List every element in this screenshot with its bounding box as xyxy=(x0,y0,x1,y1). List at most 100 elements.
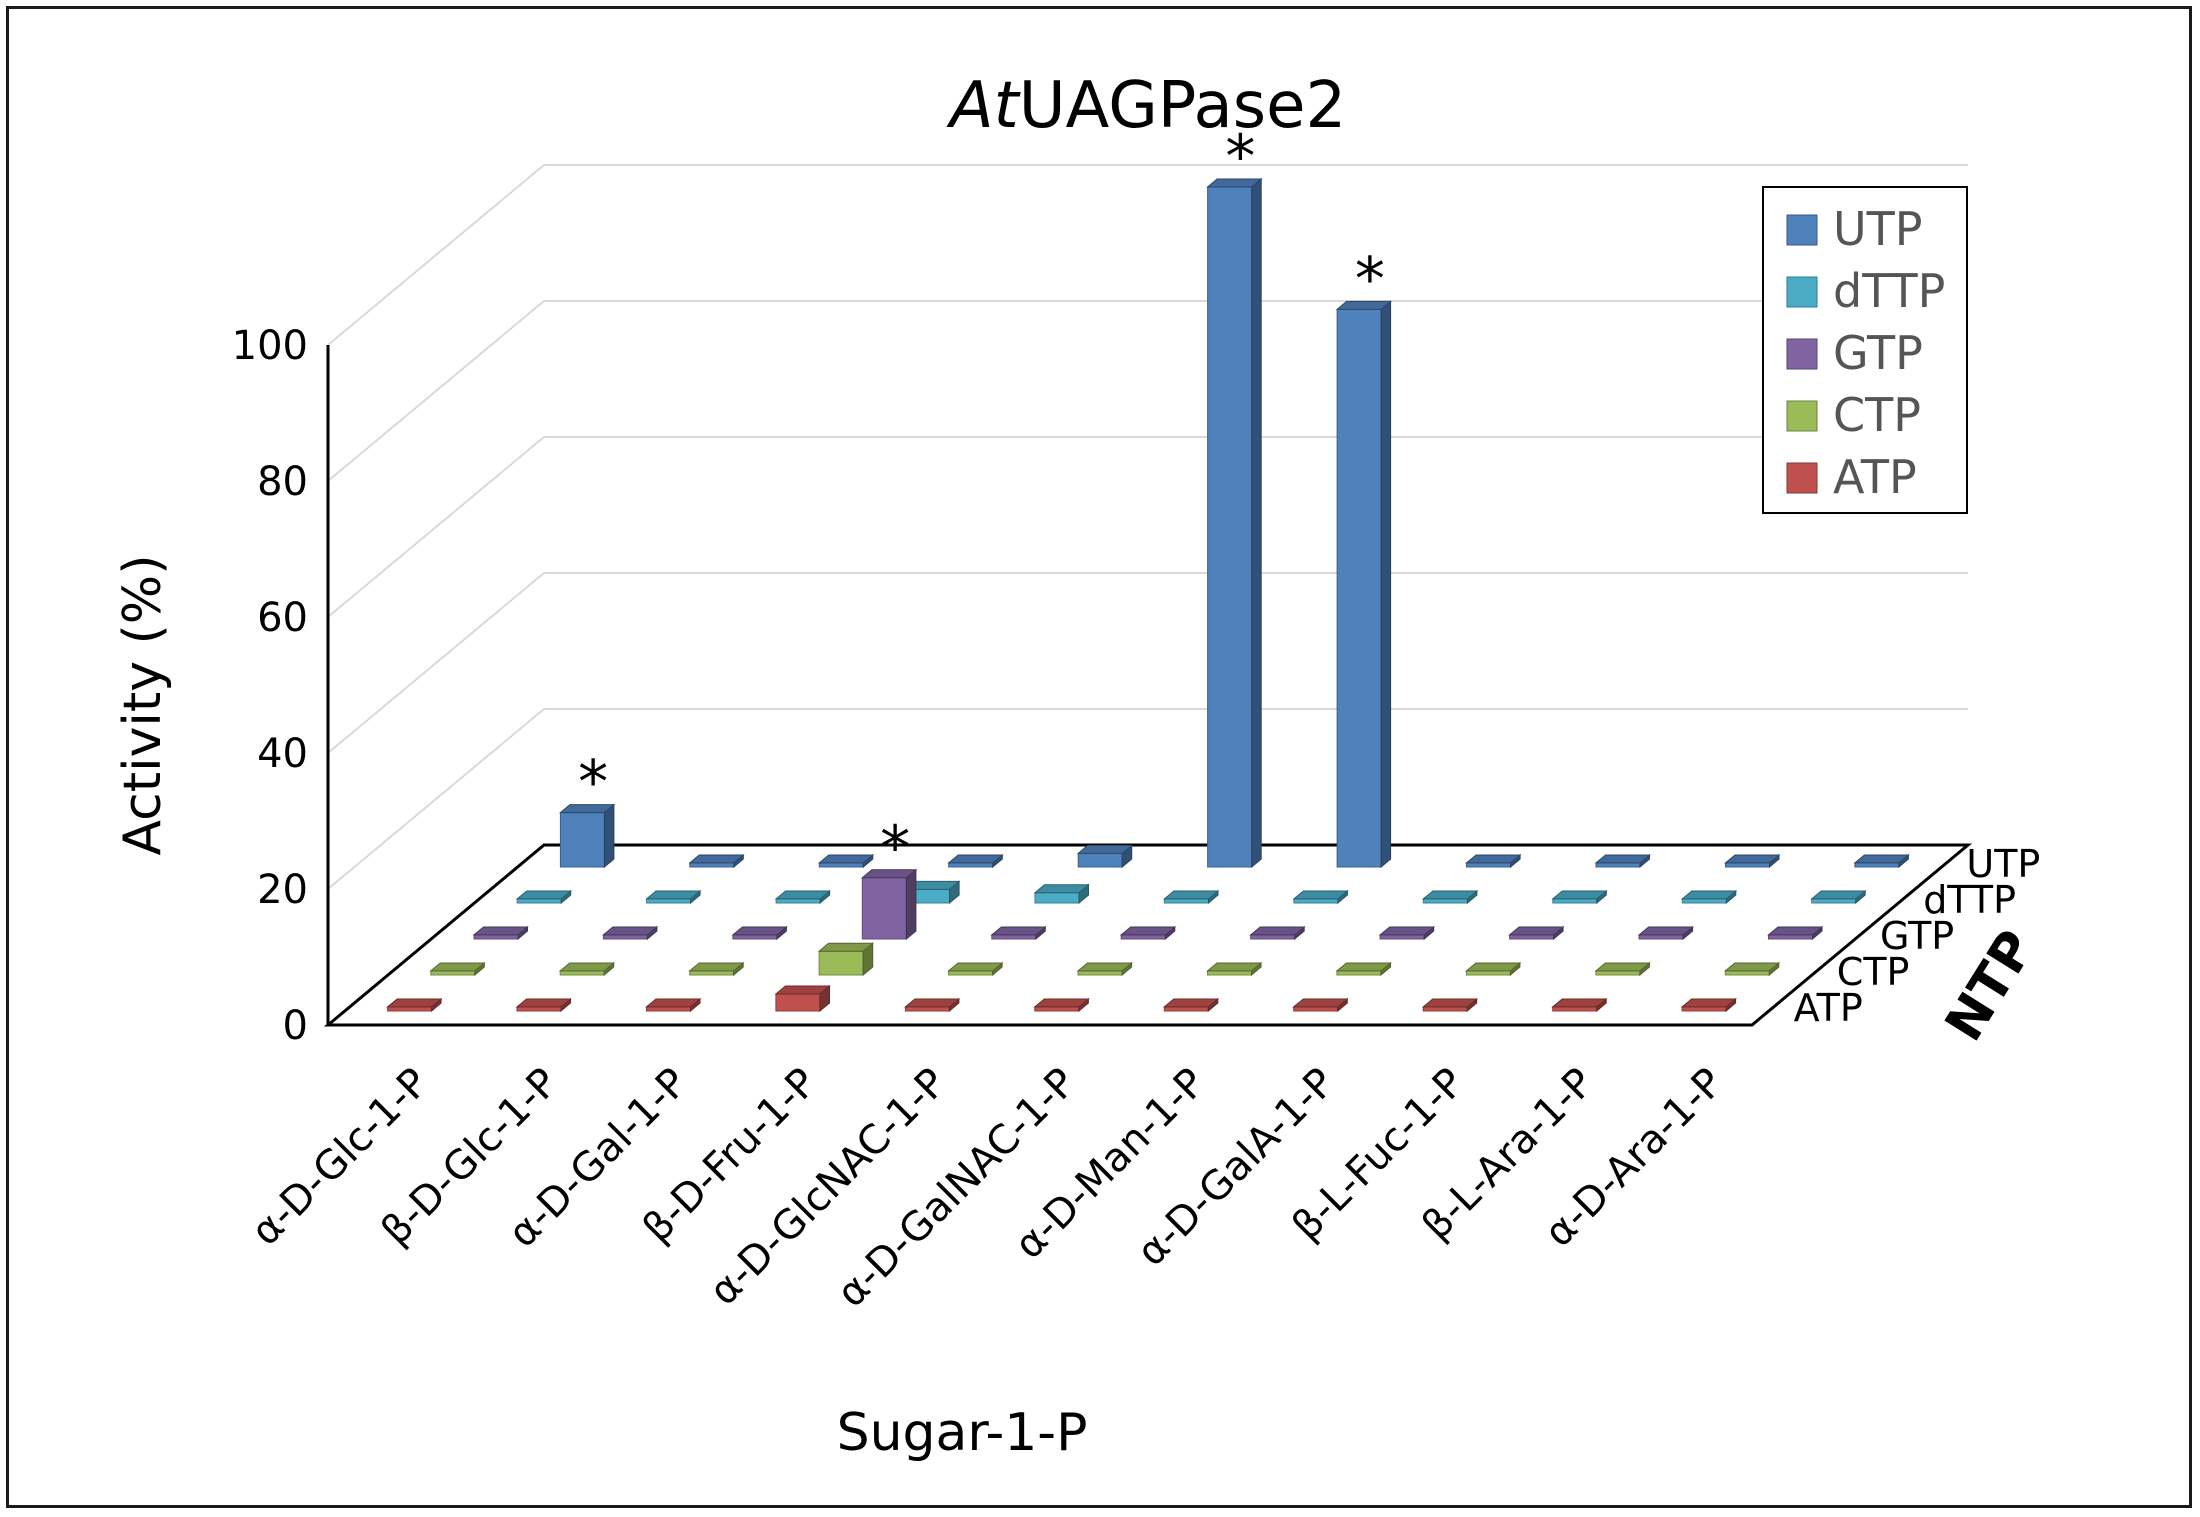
bar-gtp-0 xyxy=(472,925,529,941)
significance-star: * xyxy=(1355,244,1385,314)
bar-top-face xyxy=(558,962,616,972)
legend-swatch xyxy=(1786,338,1818,370)
bar-front-face xyxy=(387,1006,433,1012)
bar-front-face xyxy=(818,862,864,868)
bar-top-face xyxy=(1421,890,1479,900)
gridline xyxy=(327,572,1968,754)
bar-top-face xyxy=(1163,890,1220,900)
bar-front-face xyxy=(559,812,605,868)
bar-top-face xyxy=(386,998,443,1008)
bar-dttp-3 xyxy=(904,880,961,905)
bar-front-face xyxy=(1466,862,1512,868)
bar-ctp-6 xyxy=(1206,961,1263,977)
bar-top-face xyxy=(1465,962,1522,972)
y-axis-title: Activity (%) xyxy=(113,555,173,856)
chart-title-rest: UAGPase2 xyxy=(1019,69,1346,143)
y-tick-label: 0 xyxy=(283,1003,308,1049)
x-tick-label: α-D-GlcNAC-1-P xyxy=(701,1060,956,1315)
bar-ctp-9 xyxy=(1594,961,1651,977)
bar-top-face xyxy=(1033,998,1090,1008)
bar-front-face xyxy=(1422,898,1468,904)
bar-front-face xyxy=(1293,898,1339,904)
significance-star: * xyxy=(1225,122,1255,192)
bar-dttp-4 xyxy=(1033,883,1090,905)
bar-top-face xyxy=(602,926,659,936)
bar-utp-4 xyxy=(1076,844,1134,869)
bar-dttp-7 xyxy=(1421,889,1479,905)
bar-top-face xyxy=(1810,890,1867,900)
legend-swatch xyxy=(1786,276,1818,308)
bar-top-face xyxy=(1206,178,1263,188)
bar-atp-5 xyxy=(1033,997,1090,1013)
bar-side-face xyxy=(1251,177,1262,869)
bar-top-face xyxy=(1076,844,1134,854)
bar-ctp-5 xyxy=(1076,961,1133,977)
bar-top-face xyxy=(1680,998,1737,1008)
bar-top-face xyxy=(1551,890,1608,900)
bar-top-face xyxy=(1292,998,1349,1008)
bar-front-face xyxy=(1681,898,1727,904)
bar-top-face xyxy=(774,985,831,995)
bar-front-face xyxy=(1250,934,1296,940)
bar-top-face xyxy=(817,942,875,952)
bar-front-face xyxy=(430,970,476,976)
bar-front-face xyxy=(516,898,562,904)
gridline xyxy=(327,300,1968,482)
bar-top-face xyxy=(559,804,616,814)
bar-top-face xyxy=(688,962,745,972)
bar-top-face xyxy=(1119,926,1177,936)
bar-front-face xyxy=(1336,970,1382,976)
bar-ctp-2 xyxy=(688,961,745,977)
bar-gtp-9 xyxy=(1637,925,1694,941)
bar-front-face xyxy=(1293,1006,1339,1012)
bar-front-face xyxy=(646,898,692,904)
bar-top-face xyxy=(1637,926,1694,936)
bar-top-face xyxy=(1033,884,1090,894)
bar-front-face xyxy=(1854,862,1900,868)
bar-front-face xyxy=(775,898,821,904)
bar-gtp-5 xyxy=(1119,925,1177,941)
bar-top-face xyxy=(1508,926,1565,936)
bar-front-face xyxy=(1465,970,1511,976)
bar-utp-5: * xyxy=(1206,122,1263,869)
bar-top-face xyxy=(731,926,788,936)
bar-top-face xyxy=(817,854,875,864)
bar-atp-3 xyxy=(774,984,831,1013)
bar-atp-8 xyxy=(1421,997,1479,1013)
bar-top-face xyxy=(1767,926,1824,936)
significance-star: * xyxy=(578,748,608,818)
bar-top-face xyxy=(429,962,486,972)
gridline xyxy=(327,436,1968,618)
bar-front-face xyxy=(1163,1006,1209,1012)
bar-utp-8 xyxy=(1594,853,1651,869)
z-tick-label: UTP xyxy=(1966,842,2040,886)
bar-front-face xyxy=(991,934,1037,940)
bar-front-face xyxy=(1509,934,1555,940)
bar-front-face xyxy=(1638,934,1684,940)
bar-utp-9 xyxy=(1724,853,1781,869)
bar-atp-10 xyxy=(1680,997,1737,1013)
bar-front-face xyxy=(1207,970,1252,976)
bar-top-face xyxy=(1335,962,1392,972)
bar-front-face xyxy=(948,970,994,976)
bar-utp-3 xyxy=(947,853,1004,869)
bar-front-face xyxy=(689,862,735,868)
bar-front-face xyxy=(473,934,519,940)
bar-front-face xyxy=(1811,898,1857,904)
bar-gtp-3: * xyxy=(860,813,918,941)
chart-title-italic: At xyxy=(946,69,1022,143)
bar-top-face xyxy=(1335,300,1392,310)
bar-dttp-8 xyxy=(1551,889,1608,905)
y-tick-label: 40 xyxy=(257,731,308,777)
bar-front-face xyxy=(732,934,778,940)
chart-title: AtUAGPase2 xyxy=(946,69,1346,143)
bar-dttp-2 xyxy=(774,889,831,905)
bar-top-face xyxy=(645,890,702,900)
bar-front-face xyxy=(689,970,735,976)
bar-gtp-8 xyxy=(1508,925,1565,941)
x-tick-label: α-D-GalNAC-1-P xyxy=(828,1060,1085,1317)
legend-swatch xyxy=(1786,400,1818,432)
bar-ctp-0 xyxy=(429,961,486,977)
bar-front-face xyxy=(904,1006,950,1012)
bar-front-face xyxy=(1207,186,1253,868)
